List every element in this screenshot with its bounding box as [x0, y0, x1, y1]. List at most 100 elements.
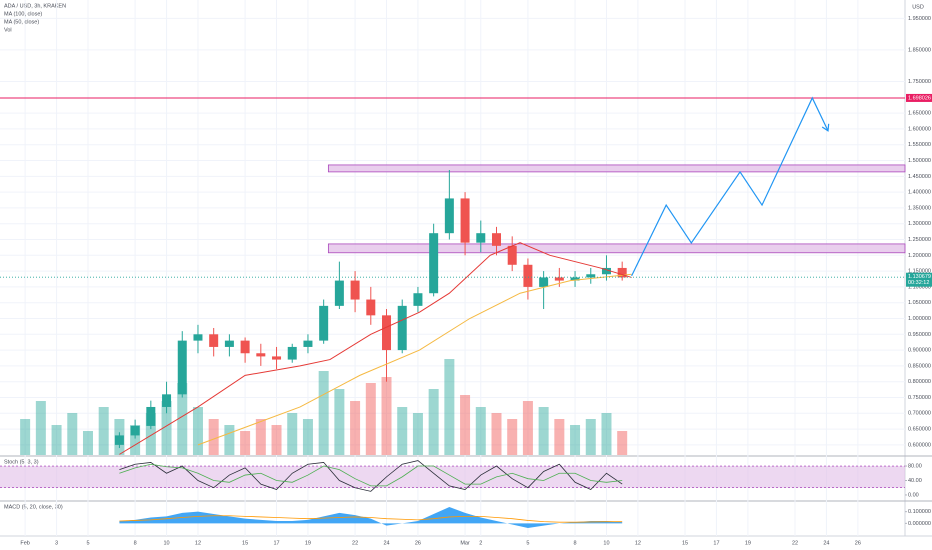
- y-tick-label: 1.400000: [908, 190, 931, 196]
- candle-body: [350, 280, 360, 300]
- x-tick-label: Mar: [460, 540, 470, 546]
- volume-bar: [381, 377, 392, 455]
- volume-bar: [554, 419, 565, 455]
- y-tick-label: 1.950000: [908, 16, 931, 22]
- moving-average: [197, 273, 632, 446]
- volume-bar: [51, 425, 62, 455]
- x-tick-label: 15: [682, 540, 688, 546]
- candle-body: [382, 315, 392, 351]
- volume-bar: [20, 419, 31, 455]
- y-tick-label: 1.200000: [908, 253, 931, 259]
- y-tick-label: 1.350000: [908, 205, 931, 211]
- volume-bar: [412, 413, 423, 455]
- candle-body: [586, 274, 596, 278]
- candle-body: [303, 340, 313, 347]
- y-tick-label: 1.500000: [908, 158, 931, 164]
- candle-body: [491, 233, 501, 246]
- volume-bar: [302, 419, 313, 455]
- x-tick-label: 26: [855, 540, 861, 546]
- x-tick-label: 8: [134, 540, 137, 546]
- candle-body: [114, 435, 124, 445]
- last-price-tag: [906, 272, 932, 287]
- candle-body: [256, 353, 266, 357]
- y-tick-label: 1.050000: [908, 300, 931, 306]
- volume-bar: [334, 389, 345, 455]
- candle-body: [319, 305, 329, 341]
- level-tag: [906, 93, 932, 102]
- volume-bar: [428, 389, 439, 455]
- candle-body: [539, 277, 549, 287]
- candle-body: [413, 293, 423, 306]
- candle-body: [240, 340, 250, 354]
- x-tick-label: 10: [603, 540, 609, 546]
- pane-title: Stoch (5, 3, 3): [4, 459, 39, 465]
- projection-arrowhead: [821, 123, 830, 132]
- y-tick-label: 0.700000: [908, 411, 931, 417]
- volume-bar: [130, 425, 141, 455]
- volume-bar: [145, 413, 156, 455]
- candle-body: [617, 267, 627, 278]
- y-tick-label: 1.650000: [908, 111, 931, 117]
- candle-body: [460, 198, 470, 243]
- y-tick-label: 1.450000: [908, 174, 931, 180]
- y-tick-label: 1.750000: [908, 79, 931, 85]
- stoch-line: [119, 463, 623, 487]
- volume-bar: [460, 395, 471, 455]
- x-tick-label: 22: [352, 540, 358, 546]
- macd-signal: [119, 515, 623, 523]
- volume-bar: [475, 407, 486, 455]
- x-tick-label: 8: [574, 540, 577, 546]
- candle-body: [224, 340, 234, 347]
- y-tick-label: 0.900000: [908, 348, 931, 354]
- volume-bar: [318, 371, 329, 455]
- y-tick-label: 1.850000: [908, 47, 931, 53]
- volume-bar: [491, 413, 502, 455]
- x-tick-label: 3: [55, 540, 58, 546]
- volume-bar: [570, 425, 581, 455]
- candle-body: [554, 277, 564, 281]
- x-tick-label: 2: [479, 540, 482, 546]
- macd-histogram: [119, 507, 623, 529]
- candle-body: [193, 334, 203, 341]
- volume-bar: [224, 425, 235, 455]
- countdown-label: 00:32:12: [908, 280, 929, 286]
- y-tick-label: 0.950000: [908, 332, 931, 338]
- projection-line: [631, 96, 829, 277]
- x-tick-label: 19: [305, 540, 311, 546]
- candle-body: [366, 299, 376, 316]
- candle-body: [272, 356, 282, 360]
- legend-entry: Vol: [4, 27, 12, 33]
- volume-bar: [177, 383, 188, 455]
- y-tick-label: 0.750000: [908, 395, 931, 401]
- x-tick-label: 19: [745, 540, 751, 546]
- volume-bar: [240, 431, 251, 455]
- moving-average: [119, 242, 632, 455]
- currency-label: USD: [912, 4, 924, 10]
- candle-body: [177, 340, 187, 395]
- x-tick-label: 17: [273, 540, 279, 546]
- volume-bar: [255, 419, 266, 455]
- x-tick-label: 5: [526, 540, 529, 546]
- volume-bar: [35, 401, 46, 455]
- level-label: 1.698026: [908, 95, 931, 101]
- candle-body: [523, 264, 533, 287]
- volume-bar: [617, 431, 628, 455]
- x-tick-label: 17: [713, 540, 719, 546]
- volume-bar: [67, 413, 78, 455]
- volume-bar: [507, 419, 518, 455]
- candle-body: [601, 267, 611, 275]
- zone: [327, 243, 906, 254]
- y-tick-label: 1.600000: [908, 126, 931, 132]
- y-tick-label: 0.650000: [908, 427, 931, 433]
- y-tick-label: 40.00: [908, 478, 922, 484]
- candle-body: [146, 406, 156, 426]
- candle-body: [334, 280, 344, 306]
- x-tick-label: 24: [383, 540, 389, 546]
- zone: [327, 164, 906, 173]
- y-tick-label: 1.550000: [908, 142, 931, 148]
- candle-body: [130, 425, 140, 436]
- y-tick-label: 0.800000: [908, 379, 931, 385]
- x-tick-label: 26: [415, 540, 421, 546]
- volume-bar: [522, 401, 533, 455]
